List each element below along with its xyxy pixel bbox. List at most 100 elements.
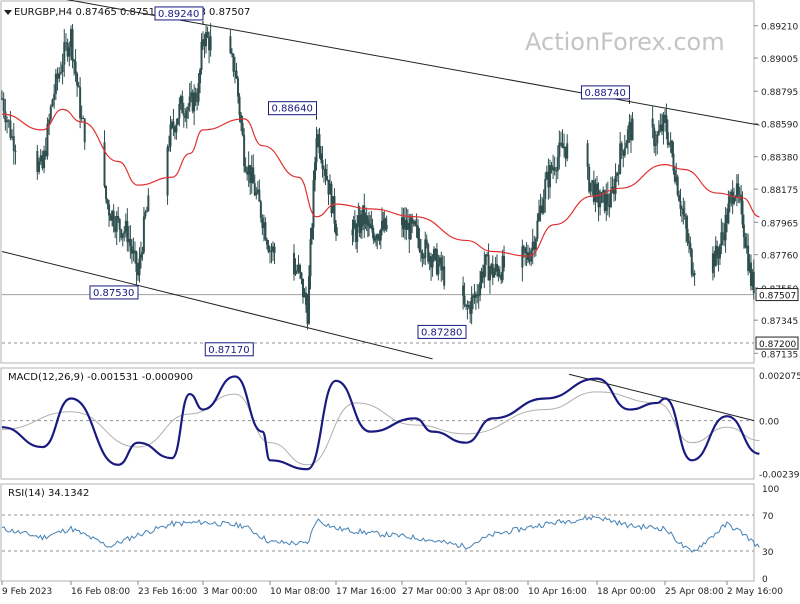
candle-body — [747, 245, 750, 271]
rsi-label: RSI(14) 34.1342 — [8, 488, 89, 499]
candle-body — [321, 159, 324, 169]
candle-body — [605, 194, 608, 211]
candle-body — [4, 111, 7, 123]
candle-body — [11, 136, 14, 138]
candle-body — [689, 243, 692, 250]
candle-body — [493, 271, 496, 278]
candle-body — [690, 249, 693, 275]
candle-body — [617, 172, 620, 174]
macd-panel-frame — [0, 367, 755, 480]
candle-body — [362, 205, 365, 226]
annotation-box — [417, 324, 467, 339]
candle-body — [472, 295, 475, 298]
current-price-label: 0.87507 — [759, 292, 796, 302]
candle-body — [330, 183, 333, 214]
candle-body — [314, 162, 316, 181]
candle-body — [168, 146, 171, 148]
candle-body — [82, 117, 85, 119]
candle-body — [169, 124, 172, 147]
candle-body — [693, 273, 696, 275]
candle-body — [376, 234, 379, 240]
candle-body — [411, 217, 414, 224]
candle-body — [141, 252, 144, 255]
candle-body — [596, 183, 598, 191]
y-tick-label: 0.87135 — [761, 350, 798, 360]
candle-body — [525, 252, 528, 254]
candle-body — [602, 189, 605, 193]
candle-body — [730, 191, 733, 197]
candle-body — [600, 192, 603, 203]
candle-body — [491, 264, 494, 278]
candle-body — [533, 241, 536, 250]
candle-body — [270, 250, 273, 252]
candle-body — [545, 171, 548, 180]
candle-body — [671, 140, 674, 154]
candle-body — [559, 142, 562, 144]
macd-y-tick-label: 0.002075 — [759, 372, 800, 382]
x-tick-label: 10 Mar 08:00 — [270, 587, 330, 597]
candle-body — [463, 295, 466, 305]
candle-body — [626, 129, 629, 143]
main-price-layer: 0.89240 0.88640 0.88740 0.87530 0.87170 0.872… — [1, 0, 799, 360]
candle-body — [237, 78, 240, 97]
candle-body — [305, 292, 307, 305]
candle-body — [721, 232, 724, 235]
candle-body — [48, 119, 51, 125]
annotation-label: 0.89240 — [158, 9, 199, 20]
candle-body — [38, 161, 41, 172]
candle-body — [265, 239, 268, 245]
candle-body — [273, 246, 276, 253]
candle-body — [408, 222, 411, 240]
candle-body — [537, 213, 540, 221]
rsi-line — [1, 515, 760, 553]
candle-body — [43, 150, 46, 169]
candle-body — [366, 219, 369, 226]
candle-body — [534, 238, 537, 250]
candle-body — [716, 245, 719, 257]
candle-body — [130, 246, 133, 254]
candle-body — [135, 251, 138, 272]
candle-body — [548, 165, 551, 188]
candle-body — [182, 113, 185, 116]
candle-body — [79, 87, 82, 119]
candle-body — [474, 294, 477, 298]
candle-body — [486, 254, 489, 256]
candle-body — [61, 64, 64, 73]
candle-body — [111, 210, 114, 221]
candle-body — [300, 272, 303, 279]
candle-body — [745, 245, 748, 248]
candle-body — [563, 146, 566, 149]
candle-body — [256, 189, 259, 193]
macd-y-tick-label: 0.00 — [759, 418, 779, 428]
candle-body — [741, 200, 744, 225]
candle-body — [352, 220, 355, 230]
candle-body — [552, 167, 555, 171]
candle-body — [193, 92, 196, 112]
x-tick-label: 16 Feb 08:00 — [71, 587, 130, 597]
candle-body — [434, 249, 437, 251]
candle-body — [333, 196, 336, 224]
candle-body — [564, 146, 567, 159]
candle-body — [735, 183, 738, 198]
candle-body — [727, 203, 730, 224]
candle-body — [202, 39, 204, 42]
candle-body — [673, 170, 676, 182]
candle-body — [614, 176, 617, 195]
candle-body — [666, 132, 669, 145]
candle-body — [477, 295, 480, 297]
candle-body — [327, 179, 330, 195]
candle-body — [121, 233, 124, 238]
candle-body — [692, 274, 695, 276]
support-label: 0.87200 — [759, 340, 796, 350]
candle-body — [438, 257, 441, 264]
triangle-down-icon[interactable] — [4, 10, 12, 15]
candle-body — [105, 186, 108, 200]
candle-body — [73, 60, 76, 62]
candle-body — [246, 171, 249, 175]
candle-body — [566, 143, 569, 159]
candle-body — [665, 115, 668, 133]
candle-body — [591, 180, 594, 183]
rsi-panel-frame — [0, 483, 755, 582]
candle-body — [428, 256, 431, 262]
